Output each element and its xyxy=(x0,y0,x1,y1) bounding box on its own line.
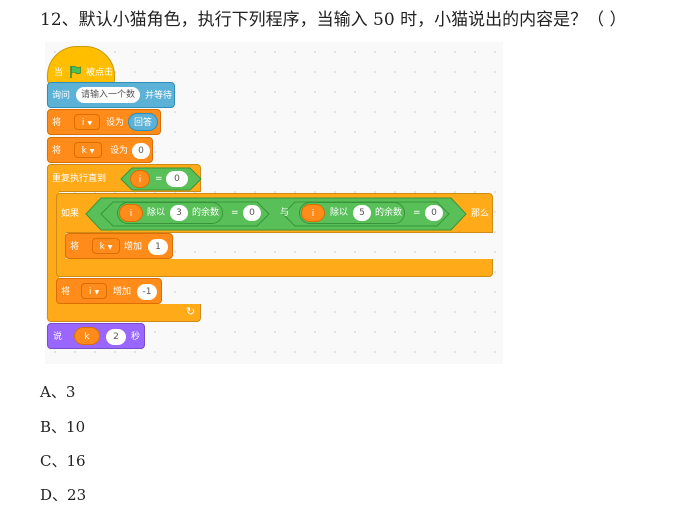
scratch-script-area: 当 被点击 询问 请输入一个数 并等待 将 i ▼ 设为 回答 将 k ▼ 设为 0… xyxy=(45,42,503,364)
set-k-label: 将 xyxy=(52,146,62,156)
repeat-var-reporter[interactable]: i xyxy=(130,170,150,188)
cond2-var-reporter[interactable]: i xyxy=(301,204,325,222)
say-var-reporter[interactable]: k xyxy=(74,327,100,345)
mod-reporter-2 xyxy=(299,202,405,224)
if-then-block[interactable]: 如果 i 除以 3 的余数 = 0 与 i 除以 5 的余数 = 0 那么 xyxy=(56,193,493,233)
ask-label: 询问 xyxy=(52,91,71,101)
change-i-var-dropdown[interactable]: i ▼ xyxy=(81,283,107,299)
if-bottom-arm xyxy=(56,259,493,277)
when-flag-clicked-block[interactable]: 当 被点击 xyxy=(47,46,115,84)
if-label: 如果 xyxy=(61,209,80,219)
repeat-op: = xyxy=(155,174,163,184)
cond1-suffix: 的余数 xyxy=(192,208,220,218)
cond2-num-input[interactable]: 5 xyxy=(353,205,371,221)
cond2-op: 除以 xyxy=(330,208,349,218)
change-i-mid: 增加 xyxy=(113,287,132,297)
repeat-bottom-arm: ↻ xyxy=(47,304,201,322)
cond2-suffix: 的余数 xyxy=(375,208,403,218)
say-label: 说 xyxy=(53,332,63,342)
cond1-num-input[interactable]: 3 xyxy=(170,205,188,221)
then-label: 那么 xyxy=(471,209,490,219)
ask-and-wait-block[interactable]: 询问 请输入一个数 并等待 xyxy=(47,82,175,108)
option-a[interactable]: A、3 xyxy=(40,383,76,401)
and-label: 与 xyxy=(280,208,290,218)
change-k-value-input[interactable]: 1 xyxy=(148,239,168,255)
set-i-mid: 设为 xyxy=(106,118,125,128)
change-k-label: 将 xyxy=(70,242,80,252)
set-k-block[interactable]: 将 k ▼ 设为 0 xyxy=(47,137,153,163)
hat-label: 当 xyxy=(54,68,64,78)
change-i-label: 将 xyxy=(61,287,71,297)
cond1-value-input[interactable]: 0 xyxy=(243,205,261,221)
cond1-op: 除以 xyxy=(147,208,166,218)
set-k-var-dropdown[interactable]: k ▼ xyxy=(74,142,102,158)
cond1-var-reporter[interactable]: i xyxy=(119,204,143,222)
hat-suffix: 被点击 xyxy=(86,68,114,78)
set-i-var-dropdown[interactable]: i ▼ xyxy=(74,114,100,130)
ask-suffix: 并等待 xyxy=(145,91,173,101)
cond2-eq: = xyxy=(413,208,421,218)
repeat-value-input[interactable]: 0 xyxy=(166,171,188,187)
loop-arrow-icon: ↻ xyxy=(186,305,196,318)
set-k-mid: 设为 xyxy=(110,146,129,156)
option-b[interactable]: B、10 xyxy=(40,418,86,436)
change-i-block[interactable]: 将 i ▼ 增加 -1 xyxy=(56,278,162,304)
answer-reporter[interactable]: 回答 xyxy=(128,113,158,131)
set-i-block[interactable]: 将 i ▼ 设为 回答 xyxy=(47,109,161,135)
green-flag-icon xyxy=(70,65,81,78)
say-secs-input[interactable]: 2 xyxy=(106,329,126,345)
change-i-value-input[interactable]: -1 xyxy=(137,284,157,300)
option-c[interactable]: C、16 xyxy=(40,452,86,470)
change-k-var-dropdown[interactable]: k ▼ xyxy=(92,238,120,254)
set-i-label: 将 xyxy=(52,118,62,128)
set-k-value-input[interactable]: 0 xyxy=(132,143,150,159)
cond2-value-input[interactable]: 0 xyxy=(425,205,443,221)
change-k-block[interactable]: 将 k ▼ 增加 1 xyxy=(65,233,173,259)
option-d[interactable]: D、23 xyxy=(40,486,87,504)
change-k-mid: 增加 xyxy=(124,242,143,252)
say-suffix: 秒 xyxy=(131,332,141,342)
if-left-arm xyxy=(56,232,66,260)
say-for-secs-block[interactable]: 说 k 2 秒 xyxy=(47,323,145,349)
question-text: 12、默认小猫角色，执行下列程序，当输入 50 时，小猫说出的内容是？（ ） xyxy=(40,10,627,30)
cond1-eq: = xyxy=(231,208,239,218)
ask-prompt-input[interactable]: 请输入一个数 xyxy=(76,87,140,103)
repeat-label: 重复执行直到 xyxy=(52,174,107,184)
repeat-until-block[interactable]: 重复执行直到 i = 0 xyxy=(47,164,202,192)
